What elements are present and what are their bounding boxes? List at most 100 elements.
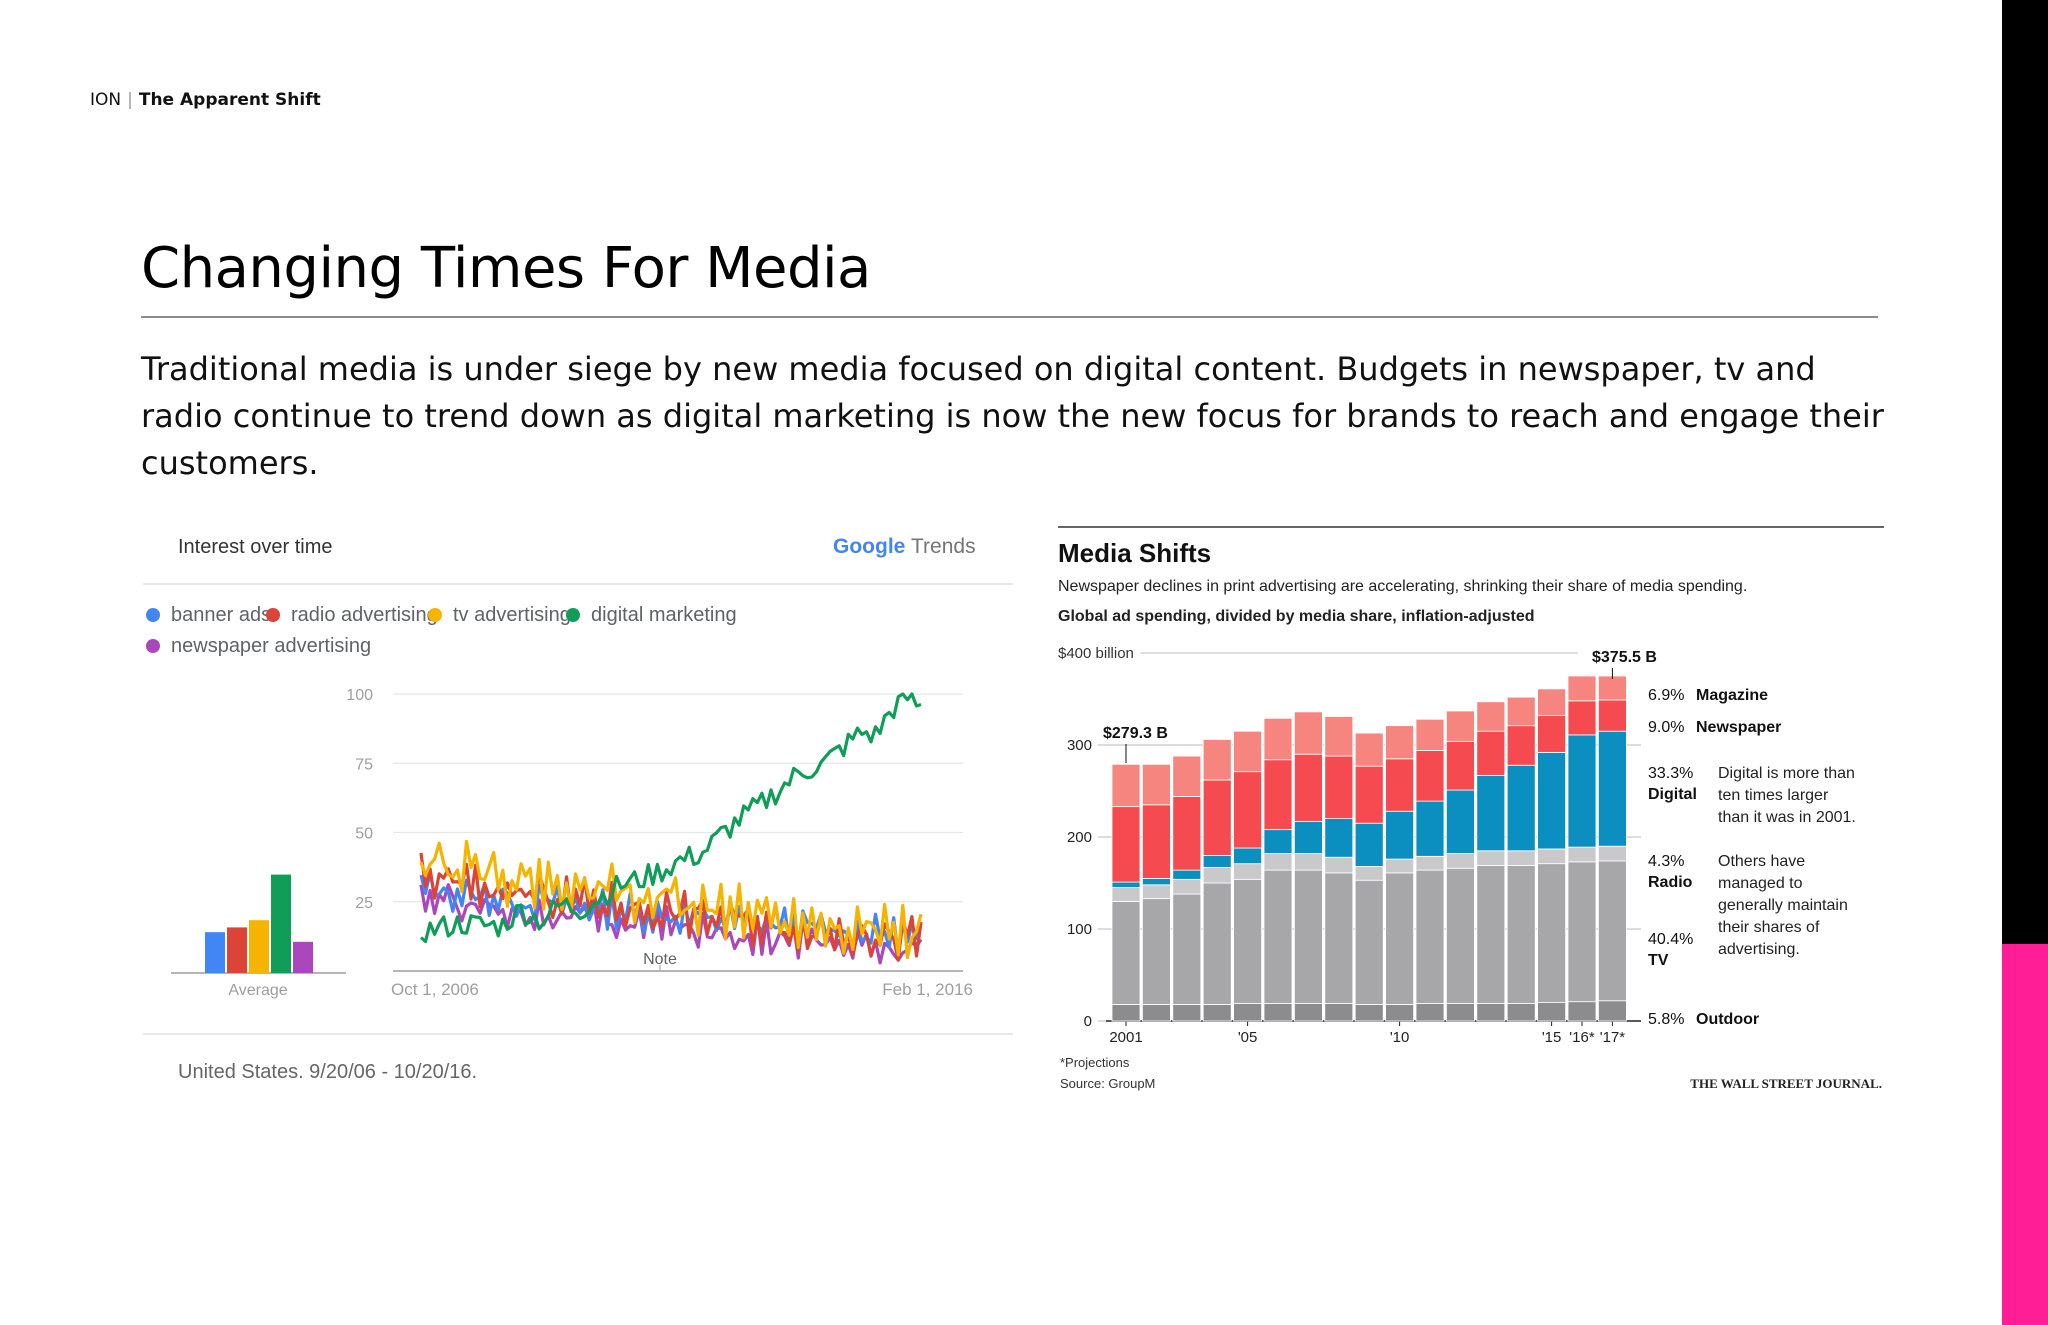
gt-line-2 (419, 839, 923, 960)
wsj-bar-tv-2007 (1293, 869, 1323, 1004)
section-label: The Apparent Shift (138, 90, 321, 110)
wsj-bar-newspaper-2008 (1324, 755, 1354, 819)
wsj-bar-digital-2016 (1567, 734, 1597, 848)
wsj-bar-radio-2004 (1202, 866, 1232, 884)
wsj-bar-digital-2015 (1537, 751, 1567, 850)
wsj-bar-digital-2011 (1415, 800, 1445, 857)
wsj-bar-newspaper-2009 (1354, 765, 1384, 824)
wsj-share-note: Digital is more than (1718, 765, 1855, 782)
wsj-xlabel: '17* (1600, 1029, 1626, 1046)
wsj-bar-magazine-2011 (1415, 718, 1445, 751)
wsj-bar-radio-2014 (1506, 850, 1536, 866)
wsj-share-note: ten times larger (1718, 787, 1829, 804)
wsj-share-pct: 6.9% (1648, 687, 1684, 704)
wsj-xlabel: '10 (1390, 1029, 1410, 1046)
gt-series-lines (419, 692, 923, 965)
wsj-bar-newspaper-2010 (1385, 758, 1415, 812)
wsj-bar-outdoor-2002 (1142, 1004, 1171, 1022)
gt-avg-bar-1 (227, 927, 247, 973)
wsj-xlabel: '05 (1238, 1029, 1258, 1046)
wsj-bar-magazine-2017 (1598, 675, 1627, 701)
wsj-share-note: generally maintain (1718, 897, 1848, 914)
wsj-bar-tv-2016 (1567, 861, 1597, 1003)
page-title: Changing Times For Media (141, 236, 871, 301)
wsj-bar-tv-2017 (1598, 860, 1627, 1002)
wsj-stacked-bars (1111, 675, 1627, 1022)
wsj-share-note: than it was in 2001. (1718, 809, 1856, 826)
wsj-bar-outdoor-2013 (1476, 1003, 1506, 1022)
wsj-bar-outdoor-2001 (1111, 1004, 1141, 1022)
wsj-share-note: managed to (1718, 875, 1803, 892)
wsj-bar-radio-2006 (1263, 853, 1293, 871)
wsj-bar-tv-2005 (1233, 878, 1263, 1004)
wsj-share-name: Digital (1648, 786, 1697, 803)
wsj-bar-outdoor-2014 (1506, 1003, 1536, 1022)
wsj-bar-outdoor-2011 (1415, 1003, 1445, 1022)
wsj-last-total: $375.5 B (1592, 649, 1657, 666)
wsj-bar-magazine-2008 (1324, 716, 1354, 757)
gt-avg-label: Average (228, 982, 287, 999)
wsj-bar-tv-2010 (1385, 872, 1415, 1005)
wsj-bar-radio-2011 (1415, 855, 1445, 871)
wsj-bar-tv-2008 (1324, 872, 1354, 1004)
wsj-bar-tv-2013 (1476, 865, 1506, 1004)
wsj-bar-magazine-2007 (1293, 711, 1323, 755)
legend-label-4: newspaper advertising (171, 635, 371, 657)
wsj-share-name: Outdoor (1696, 1011, 1759, 1028)
wsj-ytick: 300 (1067, 737, 1092, 754)
wsj-bar-magazine-2015 (1537, 688, 1567, 716)
wsj-share-name: TV (1648, 952, 1669, 969)
wsj-subtitle: Newspaper declines in print advertising … (1058, 578, 1747, 595)
legend-dot-0 (146, 608, 160, 622)
wsj-bar-magazine-2004 (1202, 739, 1232, 781)
wsj-bar-radio-2016 (1567, 846, 1597, 863)
wsj-bar-outdoor-2017 (1598, 1000, 1627, 1022)
title-divider (141, 316, 1878, 318)
wsj-share-pct: 5.8% (1648, 1011, 1684, 1028)
wsj-bar-magazine-2002 (1142, 763, 1171, 806)
wsj-bar-digital-2014 (1506, 764, 1536, 852)
wsj-bar-radio-2001 (1111, 887, 1141, 902)
breadcrumb: ION | The Apparent Shift (90, 90, 321, 110)
legend-label-2: tv advertising (453, 604, 571, 626)
wsj-bar-radio-2013 (1476, 850, 1506, 866)
wsj-bar-digital-2017 (1598, 730, 1627, 847)
wsj-bar-newspaper-2002 (1142, 804, 1171, 879)
wsj-media-shifts-chart: Media Shifts Newspaper declines in print… (1058, 524, 1884, 1099)
wsj-bar-magazine-2006 (1263, 717, 1293, 761)
wsj-bar-outdoor-2012 (1445, 1003, 1475, 1022)
gt-ytick: 75 (355, 756, 373, 773)
intro-paragraph: Traditional media is under siege by new … (141, 350, 1884, 482)
wsj-bar-digital-2002 (1142, 877, 1171, 886)
wsj-bar-outdoor-2007 (1293, 1003, 1323, 1022)
legend-dot-2 (428, 608, 442, 622)
wsj-subtitle-2: Global ad spending, divided by media sha… (1058, 608, 1535, 625)
wsj-bar-tv-2015 (1537, 863, 1567, 1003)
wsj-bar-outdoor-2008 (1324, 1003, 1354, 1022)
legend-label-3: digital marketing (591, 604, 737, 626)
wsj-ytick: 200 (1067, 829, 1092, 846)
wsj-footnote: *Projections (1060, 1055, 1130, 1070)
google-trends-svg: Interest over time Google Trends banner … (143, 535, 1013, 1083)
wsj-bar-magazine-2009 (1354, 732, 1384, 767)
wsj-bar-magazine-2013 (1476, 701, 1506, 732)
wsj-share-pct: 9.0% (1648, 719, 1684, 736)
legend-dot-4 (146, 639, 160, 653)
wsj-bar-newspaper-2001 (1111, 806, 1141, 883)
wsj-bar-magazine-2014 (1506, 696, 1536, 727)
gt-legend: banner ads radio advertising tv advertisin… (146, 604, 737, 657)
legend-label-0: banner ads (171, 604, 271, 626)
wsj-share-note: Others have (1718, 853, 1805, 870)
wsj-bar-radio-2005 (1233, 863, 1263, 880)
gt-title: Interest over time (178, 536, 333, 558)
wsj-bar-tv-2006 (1263, 869, 1293, 1004)
wsj-bar-outdoor-2004 (1202, 1004, 1232, 1022)
wsj-xlabel: '15 (1542, 1029, 1562, 1046)
wsj-bar-radio-2003 (1172, 878, 1202, 895)
gt-avg-bar-3 (271, 874, 291, 973)
wsj-bar-newspaper-2016 (1567, 700, 1597, 736)
wsj-bar-digital-2003 (1172, 869, 1202, 880)
wsj-bar-newspaper-2011 (1415, 750, 1445, 802)
wsj-bar-newspaper-2013 (1476, 730, 1506, 776)
wsj-bar-digital-2005 (1233, 847, 1263, 865)
